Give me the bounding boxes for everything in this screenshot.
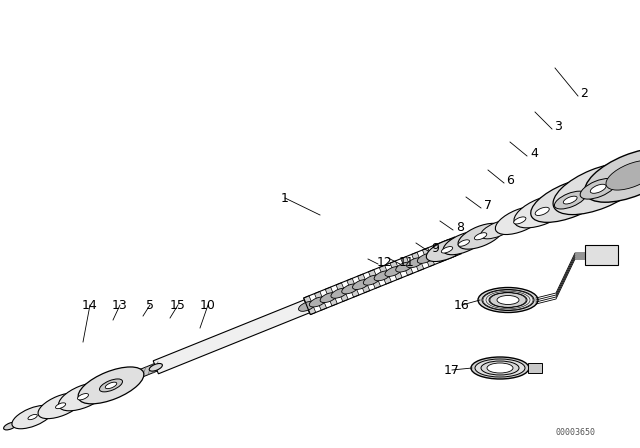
Text: 15: 15 [170,298,186,311]
Ellipse shape [442,246,452,253]
Ellipse shape [439,245,456,254]
Ellipse shape [531,178,610,222]
Ellipse shape [590,184,606,193]
Ellipse shape [417,254,435,263]
Polygon shape [390,261,402,280]
Ellipse shape [77,393,88,400]
Text: 7: 7 [484,198,492,211]
Ellipse shape [443,231,484,255]
Polygon shape [585,245,618,265]
Polygon shape [314,291,326,310]
Ellipse shape [331,288,348,298]
Polygon shape [422,248,435,267]
Ellipse shape [580,178,616,199]
Ellipse shape [364,275,380,285]
Ellipse shape [474,233,487,240]
Ellipse shape [475,359,525,377]
Polygon shape [358,274,370,293]
Ellipse shape [38,393,83,418]
Ellipse shape [585,148,640,202]
Text: 13: 13 [112,298,128,311]
Ellipse shape [396,262,413,272]
Polygon shape [303,296,316,314]
Polygon shape [444,239,456,258]
Text: 17: 17 [444,363,460,376]
Polygon shape [54,364,157,412]
Ellipse shape [487,363,513,373]
Ellipse shape [28,414,37,420]
Ellipse shape [553,163,640,215]
Ellipse shape [374,271,391,281]
Polygon shape [380,265,392,284]
Ellipse shape [105,382,116,388]
Ellipse shape [489,293,527,307]
Polygon shape [347,278,359,297]
Polygon shape [336,283,348,302]
Ellipse shape [99,379,122,392]
Polygon shape [153,300,310,374]
Ellipse shape [428,249,445,259]
Text: 14: 14 [82,298,98,311]
Polygon shape [369,270,381,289]
Text: 1: 1 [281,191,289,204]
Text: 2: 2 [580,86,588,99]
Polygon shape [54,180,616,410]
Ellipse shape [458,224,503,249]
Polygon shape [457,178,616,249]
Ellipse shape [309,297,326,307]
Ellipse shape [300,302,314,310]
Ellipse shape [481,361,519,375]
Text: 9: 9 [431,241,439,254]
Text: 00003650: 00003650 [555,427,595,436]
Text: 16: 16 [454,298,470,311]
Ellipse shape [4,422,17,430]
Ellipse shape [320,293,337,302]
Polygon shape [401,257,413,276]
Ellipse shape [482,289,534,310]
Text: 12: 12 [377,255,393,268]
Ellipse shape [149,363,163,371]
Text: 3: 3 [554,120,562,133]
Ellipse shape [554,191,586,209]
Ellipse shape [298,302,316,311]
Ellipse shape [58,383,108,411]
Ellipse shape [481,220,515,239]
Ellipse shape [535,207,549,215]
Polygon shape [412,252,424,271]
Ellipse shape [563,196,577,204]
Ellipse shape [353,280,369,289]
Ellipse shape [514,195,570,228]
Text: 8: 8 [456,220,464,233]
Ellipse shape [478,288,538,313]
Polygon shape [433,243,445,263]
Ellipse shape [406,258,424,268]
Ellipse shape [78,367,144,404]
Ellipse shape [514,217,526,224]
Text: 4: 4 [530,146,538,159]
Ellipse shape [458,240,470,246]
Text: 10: 10 [200,298,216,311]
Ellipse shape [426,238,468,262]
Ellipse shape [495,207,544,234]
Ellipse shape [56,403,66,409]
Polygon shape [325,287,337,306]
Text: 6: 6 [506,173,514,186]
Ellipse shape [497,296,519,305]
Ellipse shape [12,405,53,429]
Text: 11: 11 [399,255,415,268]
Text: 5: 5 [146,298,154,311]
Ellipse shape [385,267,402,276]
Polygon shape [528,363,542,373]
Ellipse shape [471,357,529,379]
Ellipse shape [606,160,640,190]
Ellipse shape [342,284,358,294]
